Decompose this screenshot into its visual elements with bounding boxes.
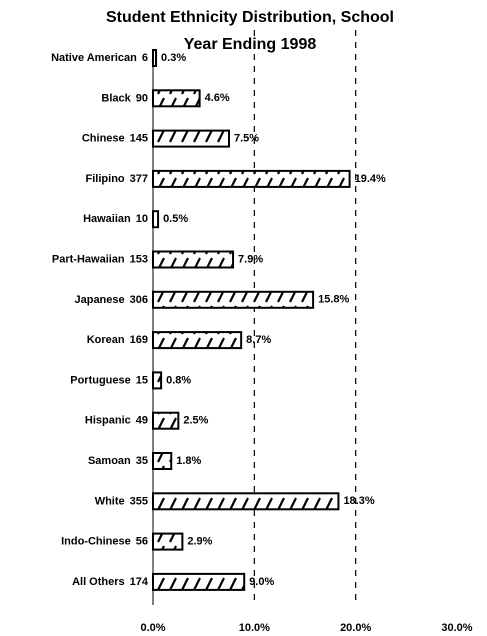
data-label: 8.7% xyxy=(246,334,271,346)
data-label: 1.8% xyxy=(176,455,201,467)
category-name: Native American xyxy=(51,52,137,64)
category-name: Indo-Chinese xyxy=(61,536,131,548)
category-name: Hawaiian xyxy=(83,213,131,225)
category-count: 6 xyxy=(142,52,148,64)
category-count: 145 xyxy=(130,133,148,145)
category-name: Japanese xyxy=(74,294,124,306)
y-tick-label: Japanese 306 xyxy=(74,294,148,306)
category-count: 169 xyxy=(130,334,148,346)
x-tick-label: 0.0% xyxy=(140,622,165,634)
category-name: Black xyxy=(101,92,131,104)
y-tick-label: Portuguese 15 xyxy=(70,374,148,386)
category-name: Chinese xyxy=(82,133,125,145)
category-count: 174 xyxy=(130,576,149,588)
y-tick-label: Black 90 xyxy=(101,92,148,104)
data-label: 15.8% xyxy=(318,294,349,306)
x-tick-label: 20.0% xyxy=(340,622,371,634)
data-label: 7.9% xyxy=(238,253,263,265)
category-count: 377 xyxy=(130,173,148,185)
y-tick-label: Hawaiian 10 xyxy=(83,213,148,225)
y-tick-label: Chinese 145 xyxy=(82,133,148,145)
y-tick-label: Hispanic 49 xyxy=(85,415,148,427)
bar xyxy=(152,210,160,229)
data-label: 9.0% xyxy=(249,576,274,588)
data-label: 19.4% xyxy=(355,173,386,185)
y-tick-label: Indo-Chinese 56 xyxy=(61,536,148,548)
bar xyxy=(152,411,180,430)
category-count: 306 xyxy=(130,294,148,306)
chart-title: Student Ethnicity Distribution, School xyxy=(106,9,394,26)
category-name: Portuguese xyxy=(70,374,131,386)
data-label: 0.3% xyxy=(161,52,186,64)
bar xyxy=(152,49,158,67)
bar xyxy=(152,129,230,148)
category-name: Hispanic xyxy=(85,415,131,427)
category-count: 35 xyxy=(136,455,148,467)
bar xyxy=(152,169,351,188)
x-tick-label: 30.0% xyxy=(441,622,472,634)
bar xyxy=(152,250,235,269)
y-tick-label: Korean 169 xyxy=(87,334,148,346)
data-label: 0.5% xyxy=(163,213,188,225)
category-name: White xyxy=(95,495,125,507)
category-count: 90 xyxy=(136,92,148,104)
category-name: All Others xyxy=(72,576,125,588)
bar xyxy=(152,89,201,108)
data-label: 18.3% xyxy=(343,495,374,507)
data-label: 2.9% xyxy=(187,536,212,548)
bar xyxy=(152,452,173,470)
bar xyxy=(152,532,184,551)
category-name: Korean xyxy=(87,334,125,346)
y-tick-label: Part-Hawaiian 153 xyxy=(52,253,148,265)
category-count: 355 xyxy=(130,495,148,507)
category-count: 49 xyxy=(136,415,148,427)
bar xyxy=(152,371,163,390)
y-tick-label: Native American 6 xyxy=(51,52,148,64)
bar xyxy=(152,492,340,511)
y-tick-label: Filipino 377 xyxy=(86,173,148,185)
y-tick-label: White 355 xyxy=(95,495,148,507)
category-count: 153 xyxy=(130,253,148,265)
category-count: 56 xyxy=(136,536,148,548)
bar xyxy=(152,290,315,309)
data-label: 7.5% xyxy=(234,133,259,145)
data-label: 4.6% xyxy=(205,92,230,104)
category-name: Samoan xyxy=(88,455,131,467)
data-label: 0.8% xyxy=(166,374,191,386)
category-name: Filipino xyxy=(86,173,125,185)
bar xyxy=(152,572,246,591)
y-tick-label: All Others 174 xyxy=(72,576,149,588)
x-tick-label: 10.0% xyxy=(239,622,270,634)
category-count: 15 xyxy=(136,374,148,386)
y-tick-label: Samoan 35 xyxy=(88,455,148,467)
chart-title: Year Ending 1998 xyxy=(184,36,317,53)
category-name: Part-Hawaiian xyxy=(52,253,125,265)
bar xyxy=(152,331,243,350)
category-count: 10 xyxy=(136,213,148,225)
data-label: 2.5% xyxy=(183,415,208,427)
